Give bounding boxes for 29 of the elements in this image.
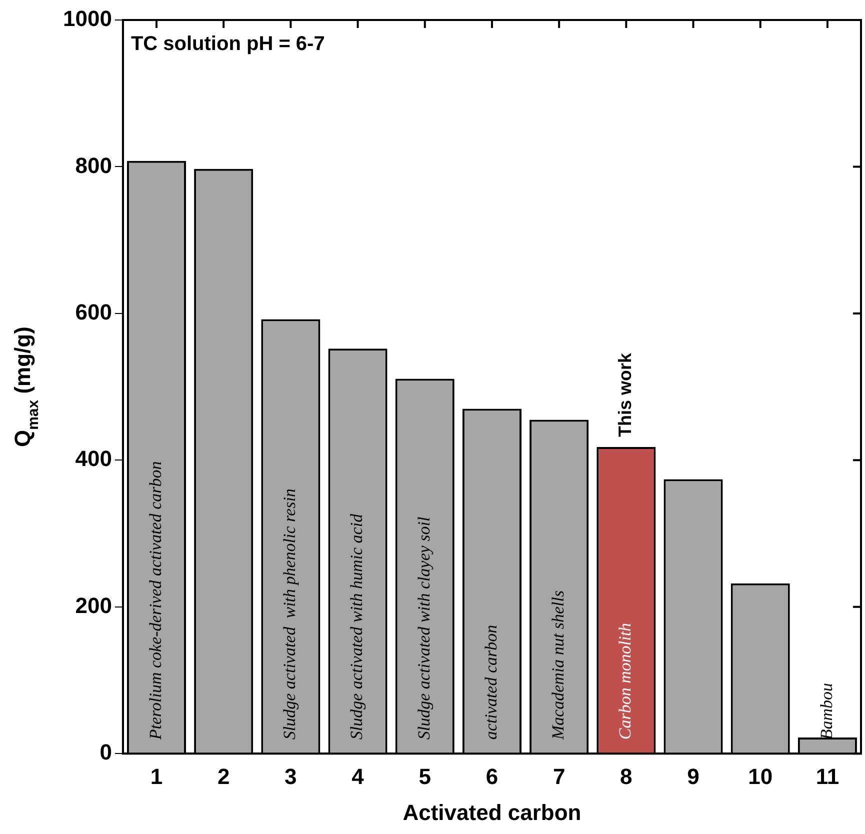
data-label: Bambou — [816, 682, 836, 740]
x-axis-title: Activated carbon — [402, 800, 582, 825]
x-tick-label: 2 — [217, 764, 230, 789]
annotation: This work — [615, 352, 636, 437]
y-tick-label: 1000 — [62, 6, 112, 32]
y-tick-label: 800 — [75, 152, 112, 178]
data-label: Sludge activated with phenolic resin — [280, 488, 300, 740]
x-tick-label: 11 — [816, 764, 840, 789]
x-tick-label: 10 — [748, 764, 773, 789]
y-axis-title: Qmax (mg/g) — [10, 326, 42, 448]
data-label: activated carbon — [481, 624, 500, 740]
y-tick-label: 400 — [75, 446, 112, 472]
x-tick-label: 4 — [352, 764, 365, 789]
x-tick-label: 3 — [284, 764, 297, 789]
y-tick-label: 0 — [100, 740, 112, 765]
data-label: Sludge activated with clayey soil — [414, 516, 434, 740]
y-tick-label: 600 — [75, 300, 112, 325]
data-label: Carbon monolith — [616, 622, 635, 740]
data-label: Sludge activated with humic acid — [347, 513, 366, 740]
annotation: TC solution pH = 6-7 — [130, 33, 325, 55]
x-tick-label: 7 — [552, 764, 566, 789]
x-tick-label: 6 — [486, 764, 498, 789]
x-tick-label: 1 — [150, 764, 163, 789]
data-label: Pterolium coke-derived activated carbon — [146, 461, 165, 741]
x-tick-label: 8 — [620, 764, 632, 789]
y-tick-label: 200 — [75, 592, 112, 618]
data-label: Macademia nut shells — [548, 590, 568, 741]
x-tick-label: 5 — [418, 764, 431, 789]
x-tick-label: 9 — [687, 764, 700, 789]
